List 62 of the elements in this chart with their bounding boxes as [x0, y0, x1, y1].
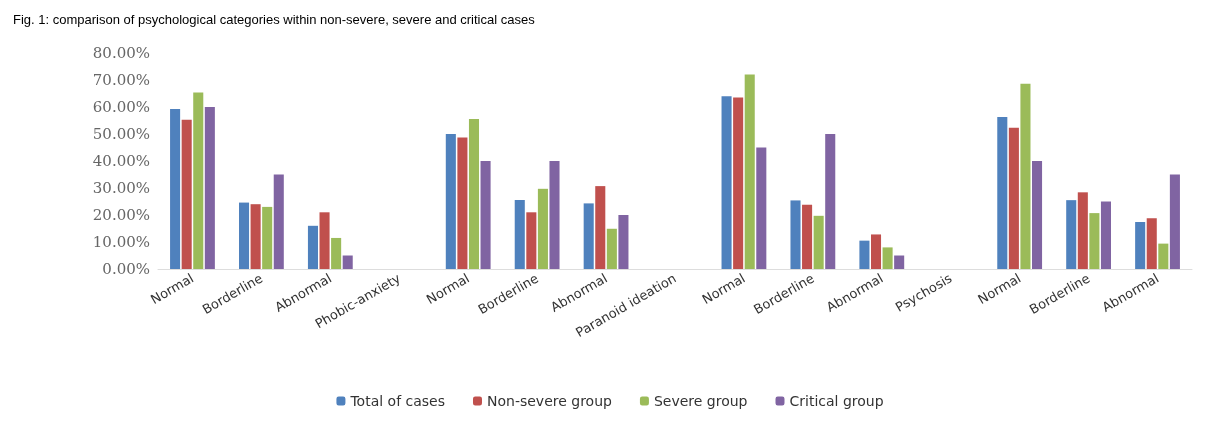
- bar: [1020, 83, 1031, 269]
- bar: [721, 96, 732, 269]
- bar: [342, 255, 353, 269]
- bar: [825, 134, 836, 269]
- bar: [468, 118, 480, 269]
- bar: [894, 255, 905, 269]
- y-tick-label: 70.00%: [92, 71, 150, 89]
- bar: [457, 137, 468, 269]
- bar: [1158, 243, 1169, 269]
- bar: [537, 188, 548, 269]
- bar: [170, 108, 181, 269]
- bar: [262, 206, 273, 269]
- bar: [181, 119, 192, 269]
- bar: [733, 97, 744, 269]
- y-tick-label: 50.00%: [92, 125, 150, 143]
- bar: [859, 240, 870, 269]
- bar: [595, 186, 606, 269]
- bar: [618, 215, 629, 269]
- bar: [813, 215, 824, 269]
- bar: [744, 74, 755, 269]
- legend-label: Total of cases: [349, 393, 445, 409]
- bar: [1008, 127, 1019, 269]
- y-tick-label: 60.00%: [92, 98, 150, 116]
- chart-title: Fig. 1: comparison of psychological categories within non-severe, severe and critical cases: [13, 12, 536, 27]
- y-tick-label: 30.00%: [92, 179, 150, 197]
- bar: [526, 212, 537, 269]
- bar: [331, 237, 342, 269]
- bar: [790, 200, 801, 269]
- y-tick-label: 10.00%: [92, 233, 150, 251]
- bar: [1066, 200, 1077, 269]
- bar: [997, 116, 1008, 269]
- bar: [514, 199, 525, 269]
- y-tick-label: 20.00%: [92, 206, 150, 224]
- bar: [802, 204, 813, 269]
- bar: [1077, 192, 1088, 269]
- bar: [250, 204, 261, 269]
- bar: [1100, 201, 1111, 269]
- bar: [583, 203, 594, 269]
- y-tick-label: 80.00%: [92, 44, 150, 62]
- bar: [273, 174, 284, 269]
- bar: [756, 147, 767, 269]
- bar: [1089, 213, 1100, 269]
- legend-label: Critical group: [789, 393, 884, 409]
- bar: [445, 134, 456, 269]
- bar: [549, 161, 560, 269]
- bar: [882, 247, 893, 269]
- bar: [480, 161, 491, 269]
- bar: [307, 225, 318, 269]
- y-tick-label: 40.00%: [92, 152, 150, 170]
- bar: [319, 212, 330, 269]
- bar: [1135, 222, 1146, 269]
- bar: [1146, 218, 1157, 269]
- bar: [239, 202, 250, 269]
- legend-label: Non-severe group: [486, 393, 613, 409]
- bar: [870, 234, 882, 269]
- bar: [1169, 174, 1180, 269]
- bar: [1032, 161, 1043, 269]
- bar: [204, 107, 215, 269]
- bar: [606, 228, 617, 269]
- legend-label: Severe group: [653, 393, 748, 409]
- bar: [193, 92, 204, 269]
- y-tick-label: 0.00%: [102, 260, 150, 278]
